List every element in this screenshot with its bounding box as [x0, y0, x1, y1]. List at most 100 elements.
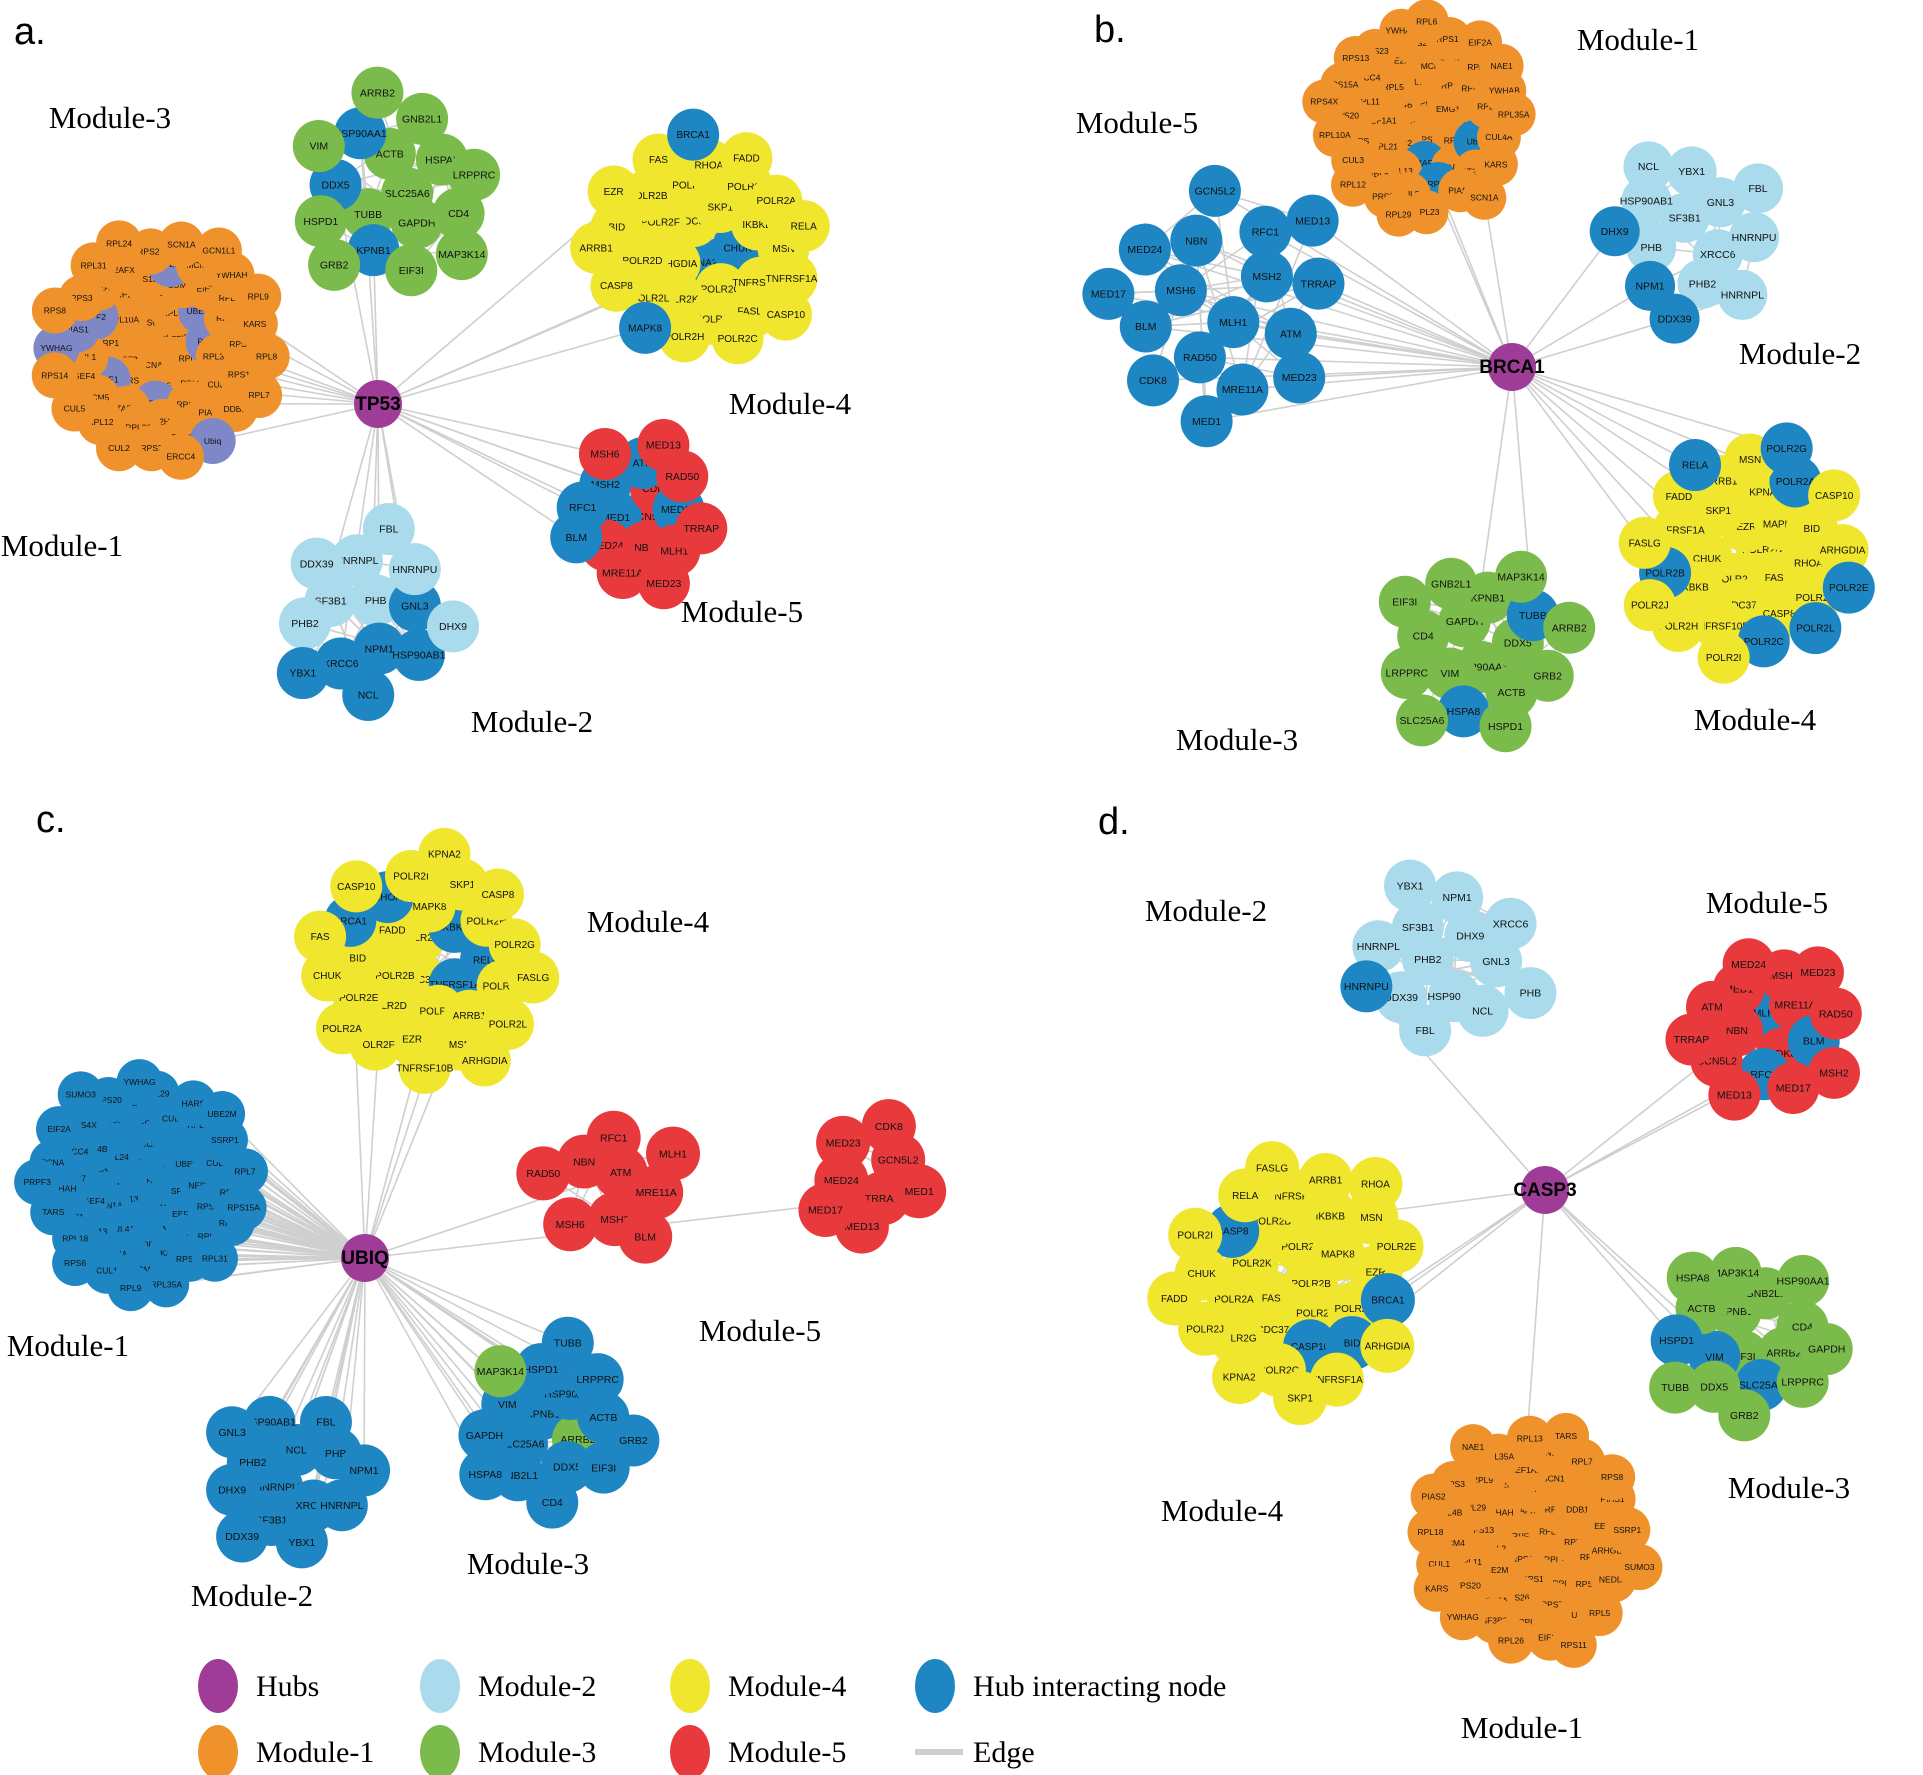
legend-swatch-Hubs — [198, 1659, 238, 1713]
hub-edge — [1511, 366, 1696, 466]
hub-edge — [1511, 317, 1675, 368]
node-HSPA8 — [1666, 1251, 1719, 1304]
panel-letter: d. — [1098, 801, 1130, 843]
module-label: Module-3 — [49, 100, 171, 135]
node-YBX1 — [1384, 859, 1437, 912]
module-label: Module-5 — [1076, 105, 1198, 140]
node-GRB2 — [1521, 649, 1574, 702]
node-MAP3K14 — [1495, 550, 1548, 603]
legend-item: Module-2 — [420, 1659, 596, 1713]
node-CASP10 — [1808, 469, 1861, 522]
legend-label: Hubs — [256, 1670, 319, 1703]
node-RPS4X — [1302, 79, 1347, 124]
node-ERCC4 — [157, 433, 204, 480]
node-HSP90AA1 — [334, 107, 387, 160]
node-CDK8 — [1127, 354, 1180, 407]
node-CUL5 — [51, 385, 98, 432]
module-label: Module-2 — [471, 704, 593, 739]
node-PIAS2 — [1410, 1473, 1457, 1520]
node-RFC1 — [1239, 205, 1292, 258]
node-MED23 — [1273, 351, 1326, 404]
module-label: Module-2 — [1145, 893, 1267, 928]
hub-edge — [364, 1257, 569, 1344]
hub-edge — [1318, 282, 1513, 368]
node-MED1 — [892, 1164, 947, 1219]
node-HNRNPL — [1352, 920, 1405, 973]
node-CD4 — [526, 1476, 579, 1529]
node-GAPDH — [1800, 1323, 1853, 1376]
node-HSPA8 — [1437, 685, 1490, 738]
node-TRRAP — [1665, 1013, 1718, 1066]
hub-node-CASP3 — [1521, 1166, 1569, 1214]
node-NCL — [342, 668, 395, 721]
hub-edge — [1511, 285, 1651, 368]
node-PHB2 — [278, 597, 331, 650]
node-MED23 — [637, 557, 690, 610]
module-label: Module-4 — [1694, 702, 1817, 737]
node-POLR2I — [1697, 631, 1750, 684]
node-FBL — [1399, 1004, 1452, 1057]
node-POLR2E — [1822, 561, 1875, 614]
node-CDK8 — [861, 1099, 916, 1154]
node-RFC1 — [586, 1110, 641, 1165]
legend-label: Module-4 — [728, 1670, 846, 1703]
hub-edge — [1199, 356, 1513, 368]
module-label: Module-1 — [7, 1328, 129, 1363]
hub-edge — [363, 1257, 366, 1471]
module-label: Module-3 — [467, 1546, 589, 1581]
node-PHB — [349, 574, 402, 627]
node-FAS — [294, 910, 347, 963]
node-HSPA8 — [459, 1448, 512, 1501]
hub-edge — [1387, 1189, 1546, 1301]
node-MAP3K14 — [1709, 1246, 1762, 1299]
node-RPS14 — [31, 352, 78, 399]
node-DDX39 — [1649, 293, 1700, 344]
node-PHB — [1504, 967, 1557, 1020]
node-RPS13 — [1333, 35, 1378, 80]
panel-c: CDC37POLR2KTNFRSF1APOLR2BIKBKBPOLR2JFADD… — [7, 799, 947, 1613]
node-RPS11 — [1550, 1621, 1597, 1668]
hub-edge — [244, 1170, 366, 1259]
hub-edge — [1511, 230, 1616, 368]
hub-label-BRCA1: BRCA1 — [1479, 357, 1545, 378]
node-POLR2A — [316, 1002, 369, 1055]
hub-node-TP53 — [354, 380, 402, 428]
node-NAE1 — [1450, 1424, 1497, 1471]
node-DDX39 — [216, 1510, 269, 1563]
hub-edge — [1144, 248, 1513, 368]
hub-edge — [1206, 366, 1513, 423]
legend-swatch-Module-2 — [420, 1659, 460, 1713]
node-GRB2 — [1718, 1389, 1771, 1442]
node-RPL24 — [96, 220, 143, 267]
node-FADD — [720, 132, 773, 185]
node-UBE2M — [199, 1090, 246, 1137]
node-CHUK — [301, 949, 354, 1002]
node-HSPD1 — [1479, 700, 1532, 753]
node-NBN — [1170, 214, 1223, 267]
node-RPL26 — [1488, 1617, 1535, 1664]
node-MAP3K14 — [435, 228, 488, 281]
module-label: Module-5 — [699, 1313, 821, 1348]
node-layer: PHB2DHX9HSP90AB1SF3B1GNL3DDX39NPM1NCLHNR… — [1147, 859, 1862, 1668]
node-POLR2C — [711, 312, 764, 365]
legend-item: Module-3 — [420, 1725, 596, 1775]
module-label: Module-2 — [1739, 336, 1861, 371]
node-HSP90AB1 — [392, 628, 445, 681]
node-ARRB2 — [1543, 601, 1596, 654]
module-label: Module-5 — [1706, 885, 1828, 920]
node-CASP10 — [330, 860, 383, 913]
node-KARS — [1473, 142, 1518, 187]
edge — [1195, 240, 1208, 422]
legend-swatch-Module-1 — [198, 1725, 238, 1775]
node-RPS6 — [52, 1240, 99, 1287]
node-MED24 — [1722, 938, 1775, 991]
legend-item: Hub interacting node — [915, 1659, 1226, 1713]
node-layer: CDC37POLR2KTNFRSF1APOLR2BIKBKBPOLR2JFADD… — [14, 827, 947, 1569]
node-GNB2L1 — [1425, 557, 1478, 610]
node-HNRNPU — [1729, 212, 1780, 263]
node-NCL — [1623, 141, 1674, 192]
node-MED23 — [816, 1115, 871, 1170]
node-DDX39 — [290, 537, 343, 590]
node-POLR2C — [1737, 615, 1790, 668]
